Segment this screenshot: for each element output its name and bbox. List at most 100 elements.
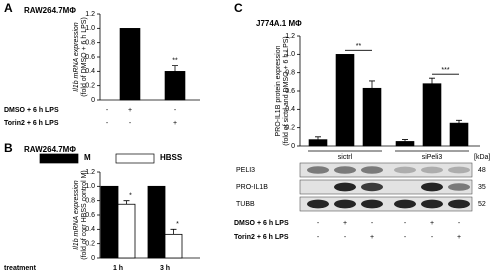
y-tick-label: 0.4 [85,68,95,75]
condition-sign: - [344,234,347,241]
bar [422,83,442,147]
y-axis-label: (fold of DMSO + 6 h LPS) [81,17,88,97]
y-tick-label: 1.0 [285,51,295,58]
error-bar [402,139,408,142]
significance: *** [441,67,449,74]
panel-label: B [4,141,13,155]
y-tick-label: 0.8 [85,40,95,47]
blot-band [334,182,356,192]
group-label: siPeli3 [422,154,443,161]
bar [335,54,355,147]
condition-sign: - [431,234,434,241]
error-bar [429,77,435,84]
condition-label: DMSO + 6 h LPS [234,220,289,227]
y-axis-label: Il1b mRNA expression [73,22,80,91]
blot-band [448,166,470,174]
y-tick-label: 1.2 [285,33,295,40]
y-tick-label: 0.6 [85,54,95,61]
condition-sign: - [371,220,374,227]
error-bar [369,80,375,89]
kda-header: [kDa] [474,154,490,161]
x-tick-label: 3 h [160,265,170,272]
y-tick-label: 1.2 [85,169,95,176]
y-axis-label: Il1b mRNA expression [73,180,80,249]
condition-sign: - [317,234,320,241]
condition-sign: - [129,120,132,127]
y-axis-label: (fold of sictrl and DMSO + 6 h LPS) [283,36,290,146]
blot-band [361,199,383,209]
blot-band [307,166,329,174]
x-tick-label: 1 h [113,265,123,272]
panel-label: C [234,1,243,15]
condition-sign: - [404,234,407,241]
y-tick-label: 1.0 [85,183,95,190]
error-bar [315,136,321,140]
bar [362,87,382,147]
y-tick-label: 0.6 [85,212,95,219]
y-tick-label: 0.8 [285,70,295,77]
condition-sign: - [458,220,461,227]
bar [147,185,166,259]
bar [164,71,186,101]
blot-band [394,166,416,174]
condition-sign: - [317,220,320,227]
x-axis-label: treatment [4,265,37,272]
blot-band [448,183,470,191]
blot-band [421,199,443,209]
blot-label: PRO-IL1B [236,184,268,191]
y-tick-label: 0.6 [285,88,295,95]
panel-title: RAW264.7MΦ [24,6,76,15]
condition-sign: + [128,107,132,114]
y-tick-label: 0.2 [285,125,295,132]
bar [449,122,469,147]
condition-sign: + [430,220,434,227]
bar [164,233,183,259]
y-tick-label: 0.4 [85,226,95,233]
condition-sign: - [106,120,109,127]
panel-title: J774A.1 MΦ [256,19,302,28]
condition-sign: + [370,234,374,241]
y-tick-label: 0.4 [285,106,295,113]
significance: ** [356,43,362,50]
condition-sign: - [404,220,407,227]
y-tick-label: 0 [91,255,95,262]
blot-band [448,199,470,209]
condition-label: Torin2 + 6 h LPS [234,234,289,241]
blot-kda: 52 [478,201,486,208]
condition-sign: - [106,107,109,114]
y-tick-label: 0 [291,143,295,150]
bar [117,203,136,259]
y-axis-label: (fold of corr HBSS control M) [81,170,88,259]
condition-sign: + [343,220,347,227]
y-tick-label: 1.2 [85,11,95,18]
bar [395,141,415,147]
condition-sign: - [174,107,177,114]
condition-label: DMSO + 6 h LPS [4,107,59,114]
blot-band [334,166,356,174]
group-label: sictrl [338,154,353,161]
y-tick-label: 0.2 [85,241,95,248]
blot-kda: 48 [478,167,486,174]
y-tick-label: 0 [91,97,95,104]
bar [100,185,119,259]
significance: ** [172,57,178,64]
error-bar [456,119,462,124]
condition-sign: + [457,234,461,241]
panel-title: RAW264.7MΦ [24,145,76,154]
error-bar [170,228,177,235]
blot-band [334,199,356,209]
y-tick-label: 0.2 [85,83,95,90]
significance: * [176,221,179,228]
bar [119,28,141,101]
legend-swatch [39,153,79,164]
error-bar [172,65,178,72]
error-bar [123,200,130,205]
blot-band [307,199,329,209]
blot-label: PELI3 [236,167,255,174]
bar [308,139,328,147]
blot-band [421,182,443,192]
significance: * [129,193,132,200]
legend-swatch [115,153,155,164]
blot-band [394,199,416,209]
